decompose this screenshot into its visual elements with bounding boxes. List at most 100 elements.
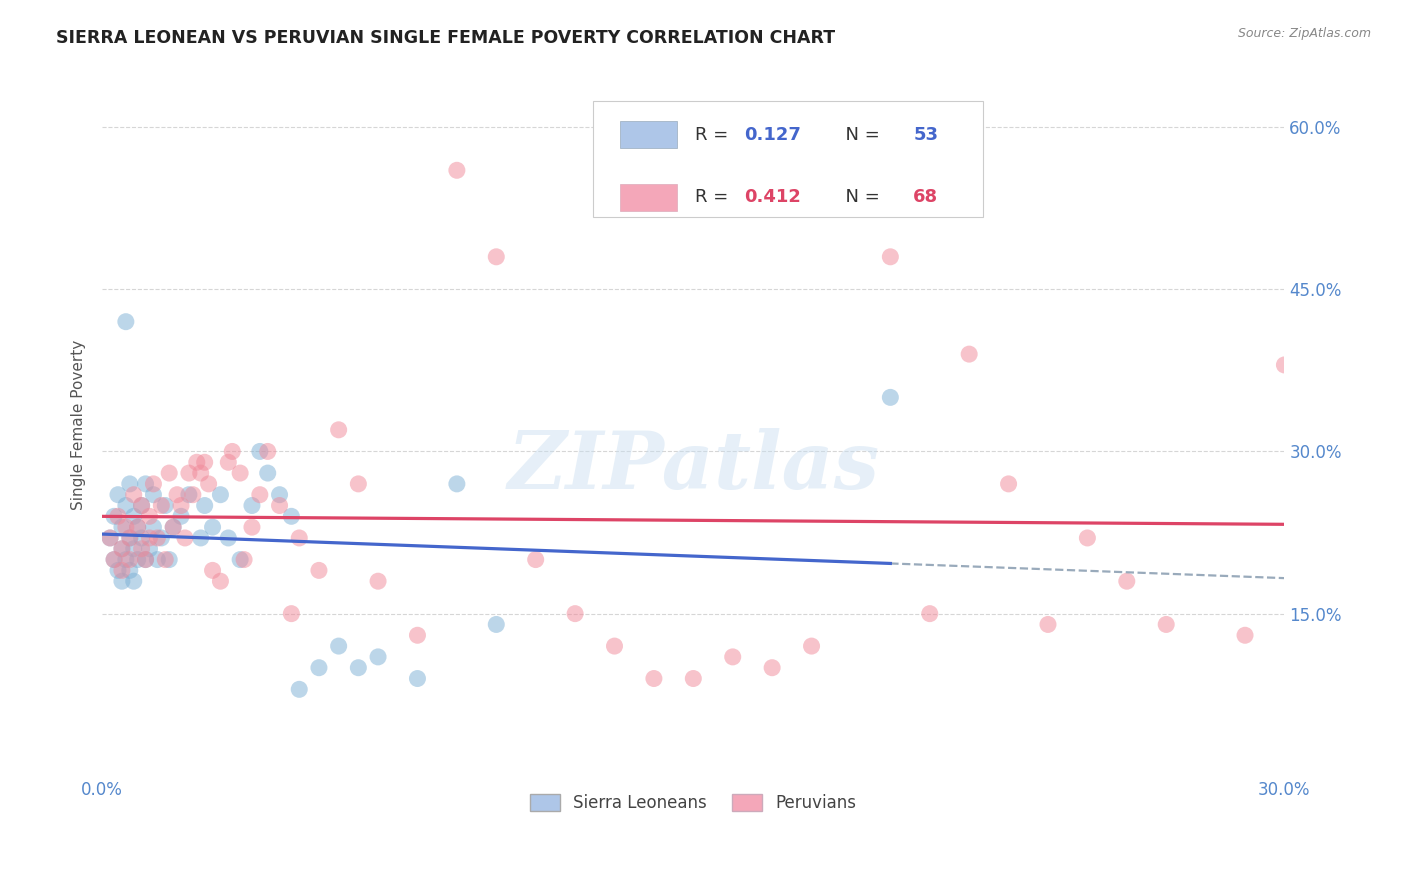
Point: [190, 531, 212, 545]
Point: [155, 499, 177, 513]
Point: [115, 499, 138, 513]
Point: [229, 552, 252, 566]
Point: [115, 315, 138, 329]
Point: [280, 607, 302, 621]
Point: [146, 552, 169, 566]
Point: [194, 499, 217, 513]
Point: [186, 455, 208, 469]
Point: [118, 476, 141, 491]
Point: [879, 390, 901, 404]
Point: [201, 563, 224, 577]
Point: [524, 552, 547, 566]
Point: [170, 499, 193, 513]
Point: [177, 488, 200, 502]
Point: [118, 552, 141, 566]
Point: [122, 488, 145, 502]
Point: [142, 476, 165, 491]
Point: [643, 672, 665, 686]
Point: [800, 639, 823, 653]
Point: [170, 509, 193, 524]
Point: [122, 574, 145, 589]
Point: [138, 509, 160, 524]
Point: [135, 476, 157, 491]
Point: [347, 476, 370, 491]
Point: [142, 520, 165, 534]
Point: [155, 552, 177, 566]
Text: N =: N =: [834, 188, 886, 206]
Point: [138, 531, 160, 545]
Point: [256, 444, 278, 458]
Point: [174, 531, 197, 545]
Point: [201, 520, 224, 534]
Point: [721, 649, 744, 664]
Point: [406, 628, 429, 642]
Point: [1115, 574, 1137, 589]
Point: [446, 476, 468, 491]
Point: [103, 552, 125, 566]
Point: [288, 682, 311, 697]
Point: [485, 250, 508, 264]
Point: [162, 520, 184, 534]
Point: [217, 455, 239, 469]
Point: [103, 552, 125, 566]
Point: [682, 672, 704, 686]
Point: [103, 509, 125, 524]
Point: [879, 250, 901, 264]
Point: [1154, 617, 1177, 632]
Point: [118, 531, 141, 545]
Text: 0.127: 0.127: [744, 126, 801, 144]
Point: [367, 649, 389, 664]
Point: [127, 520, 149, 534]
Point: [406, 672, 429, 686]
Point: [197, 476, 219, 491]
Text: 53: 53: [914, 126, 938, 144]
Point: [1076, 531, 1098, 545]
Point: [157, 552, 180, 566]
Point: [839, 142, 862, 156]
Point: [111, 541, 134, 556]
Point: [115, 520, 138, 534]
FancyBboxPatch shape: [620, 184, 676, 211]
Text: Source: ZipAtlas.com: Source: ZipAtlas.com: [1237, 27, 1371, 40]
Text: SIERRA LEONEAN VS PERUVIAN SINGLE FEMALE POVERTY CORRELATION CHART: SIERRA LEONEAN VS PERUVIAN SINGLE FEMALE…: [56, 29, 835, 47]
Point: [111, 563, 134, 577]
Point: [146, 531, 169, 545]
Text: R =: R =: [695, 126, 734, 144]
Point: [209, 488, 232, 502]
Text: 68: 68: [914, 188, 938, 206]
Point: [162, 520, 184, 534]
Text: 0.412: 0.412: [744, 188, 801, 206]
Point: [131, 499, 153, 513]
Point: [269, 488, 291, 502]
Point: [249, 444, 271, 458]
Point: [107, 509, 129, 524]
Point: [131, 499, 153, 513]
Point: [997, 476, 1019, 491]
Point: [107, 563, 129, 577]
Point: [181, 488, 204, 502]
Point: [367, 574, 389, 589]
Point: [328, 423, 350, 437]
Point: [122, 541, 145, 556]
Point: [111, 520, 134, 534]
Point: [118, 563, 141, 577]
Point: [485, 617, 508, 632]
Point: [135, 552, 157, 566]
Point: [761, 661, 783, 675]
Point: [229, 466, 252, 480]
FancyBboxPatch shape: [593, 101, 983, 217]
Point: [233, 552, 256, 566]
Point: [918, 607, 941, 621]
Point: [122, 509, 145, 524]
Text: ZIPatlas: ZIPatlas: [508, 428, 879, 506]
Point: [177, 466, 200, 480]
Point: [221, 444, 243, 458]
Point: [166, 488, 188, 502]
Point: [217, 531, 239, 545]
Point: [138, 541, 160, 556]
Point: [142, 488, 165, 502]
Point: [1234, 628, 1257, 642]
Point: [107, 488, 129, 502]
Point: [157, 466, 180, 480]
Point: [98, 531, 121, 545]
